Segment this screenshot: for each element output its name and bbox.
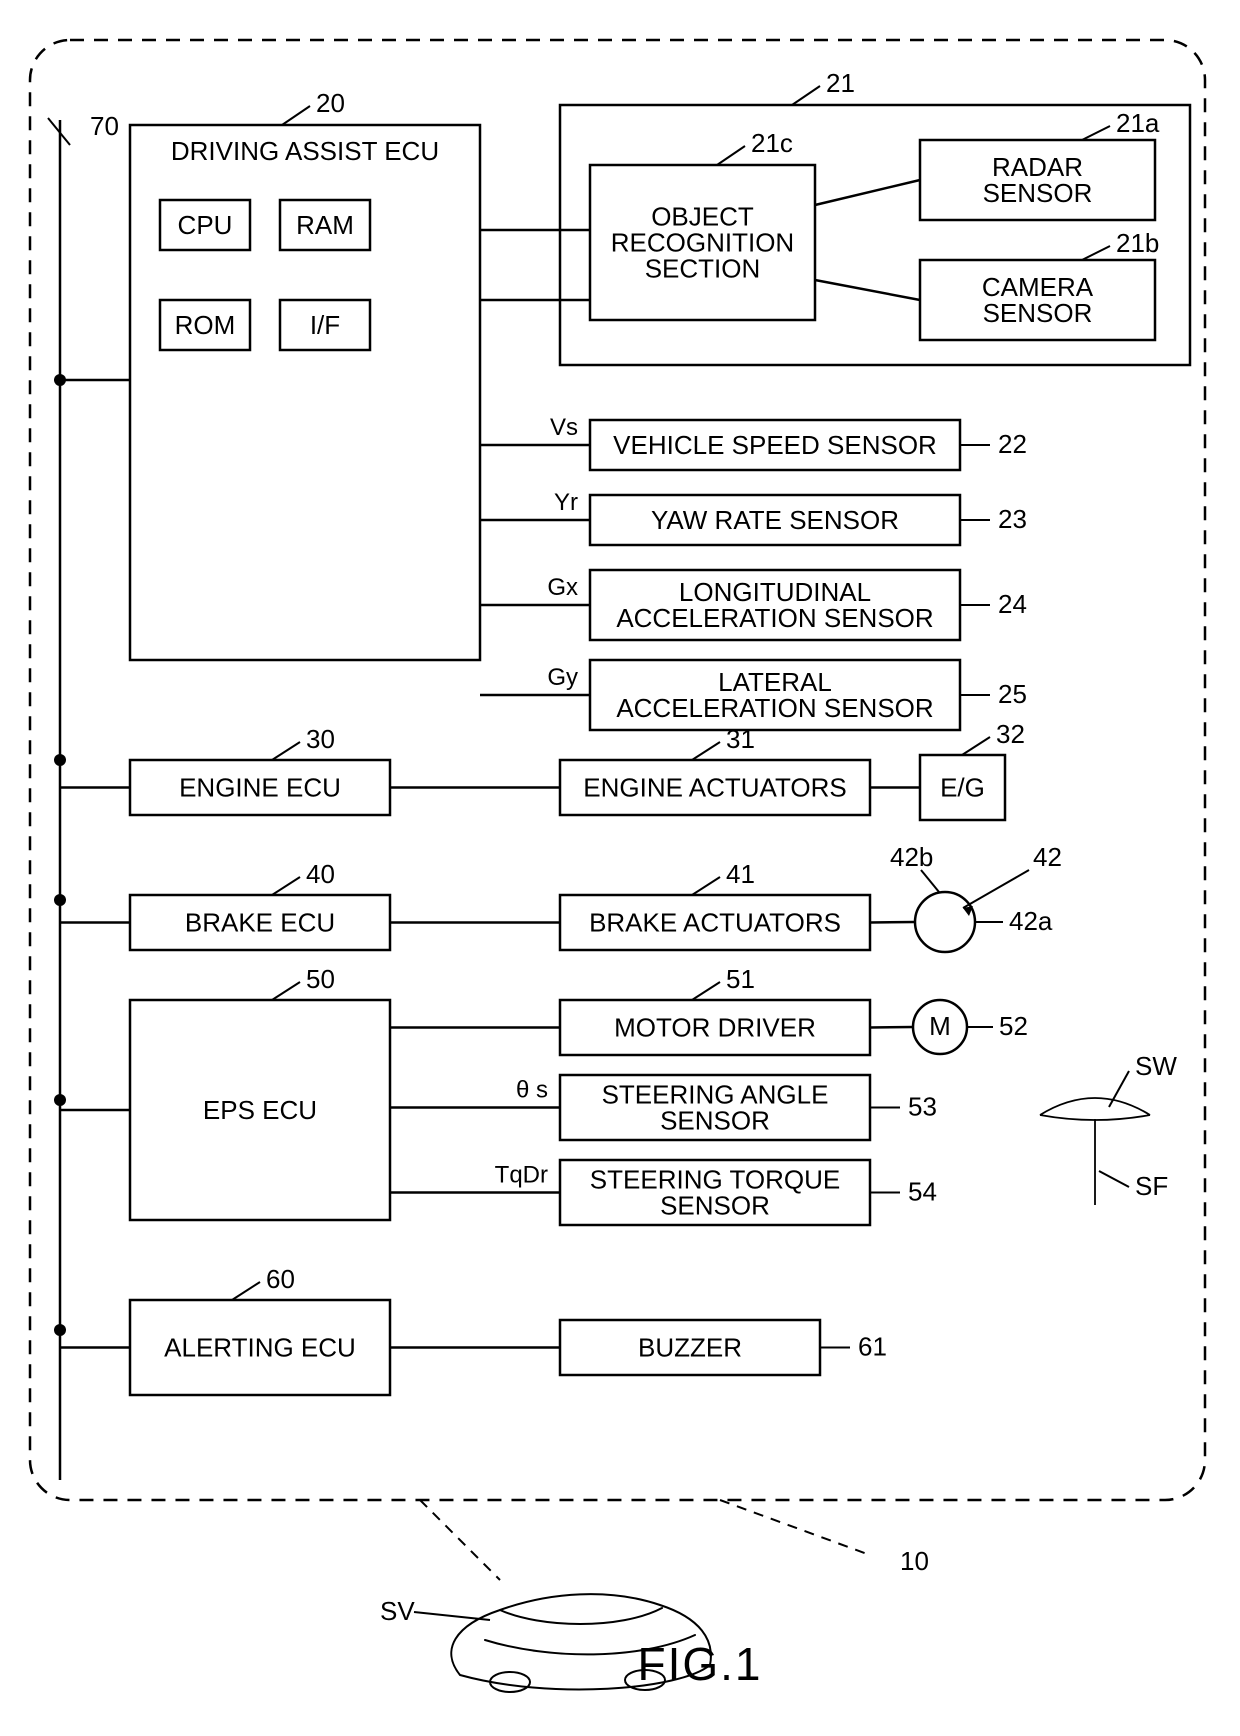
svg-text:Gy: Gy	[547, 664, 578, 691]
svg-text:32: 32	[996, 719, 1025, 749]
svg-text:ENGINE ECU: ENGINE ECU	[179, 773, 341, 803]
svg-text:MOTOR DRIVER: MOTOR DRIVER	[614, 1013, 816, 1043]
svg-text:53: 53	[908, 1092, 937, 1122]
svg-text:DRIVING ASSIST ECU: DRIVING ASSIST ECU	[171, 136, 439, 166]
svg-text:21a: 21a	[1116, 108, 1160, 138]
svg-text:21b: 21b	[1116, 228, 1159, 258]
svg-text:ROM: ROM	[175, 310, 236, 340]
svg-text:SENSOR: SENSOR	[983, 178, 1093, 208]
svg-text:ACCELERATION SENSOR: ACCELERATION SENSOR	[616, 693, 933, 723]
svg-text:SENSOR: SENSOR	[660, 1191, 770, 1221]
svg-text:22: 22	[998, 429, 1027, 459]
svg-text:42b: 42b	[890, 842, 933, 872]
svg-text:M: M	[929, 1011, 951, 1041]
svg-text:E/G: E/G	[940, 773, 985, 803]
svg-text:24: 24	[998, 589, 1027, 619]
svg-text:BRAKE ACTUATORS: BRAKE ACTUATORS	[589, 908, 841, 938]
svg-text:SENSOR: SENSOR	[983, 298, 1093, 328]
svg-text:61: 61	[858, 1332, 887, 1362]
svg-text:SENSOR: SENSOR	[660, 1106, 770, 1136]
svg-text:RAM: RAM	[296, 210, 354, 240]
svg-text:BRAKE ECU: BRAKE ECU	[185, 908, 335, 938]
svg-text:ACCELERATION SENSOR: ACCELERATION SENSOR	[616, 603, 933, 633]
figure-label: FIG.1	[637, 1638, 762, 1690]
svg-text:40: 40	[306, 859, 335, 889]
svg-text:25: 25	[998, 679, 1027, 709]
svg-text:31: 31	[726, 724, 755, 754]
svg-text:TqDr: TqDr	[495, 1162, 548, 1189]
svg-text:42a: 42a	[1009, 906, 1053, 936]
svg-text:EPS ECU: EPS ECU	[203, 1095, 317, 1125]
svg-text:ALERTING ECU: ALERTING ECU	[164, 1333, 356, 1363]
svg-text:θ s: θ s	[516, 1077, 548, 1104]
svg-text:51: 51	[726, 964, 755, 994]
svg-text:42: 42	[1033, 842, 1062, 872]
svg-text:52: 52	[999, 1011, 1028, 1041]
svg-text:I/F: I/F	[310, 310, 340, 340]
svg-text:21c: 21c	[751, 128, 793, 158]
svg-text:VEHICLE SPEED SENSOR: VEHICLE SPEED SENSOR	[613, 430, 937, 460]
svg-text:70: 70	[90, 111, 119, 141]
svg-text:SW: SW	[1135, 1051, 1177, 1081]
svg-text:21: 21	[826, 68, 855, 98]
svg-text:60: 60	[266, 1264, 295, 1294]
svg-text:10: 10	[900, 1546, 929, 1576]
svg-text:SF: SF	[1135, 1171, 1168, 1201]
svg-text:41: 41	[726, 859, 755, 889]
svg-text:30: 30	[306, 724, 335, 754]
svg-text:YAW RATE SENSOR: YAW RATE SENSOR	[651, 505, 899, 535]
svg-text:54: 54	[908, 1177, 937, 1207]
svg-text:BUZZER: BUZZER	[638, 1333, 742, 1363]
svg-text:CPU: CPU	[178, 210, 233, 240]
svg-text:Yr: Yr	[554, 489, 578, 516]
svg-text:20: 20	[316, 88, 345, 118]
svg-text:50: 50	[306, 964, 335, 994]
svg-text:23: 23	[998, 504, 1027, 534]
svg-text:ENGINE ACTUATORS: ENGINE ACTUATORS	[583, 773, 846, 803]
svg-text:Vs: Vs	[550, 414, 578, 441]
svg-text:Gx: Gx	[547, 574, 578, 601]
svg-text:SECTION: SECTION	[645, 254, 761, 284]
svg-text:SV: SV	[380, 1596, 415, 1626]
